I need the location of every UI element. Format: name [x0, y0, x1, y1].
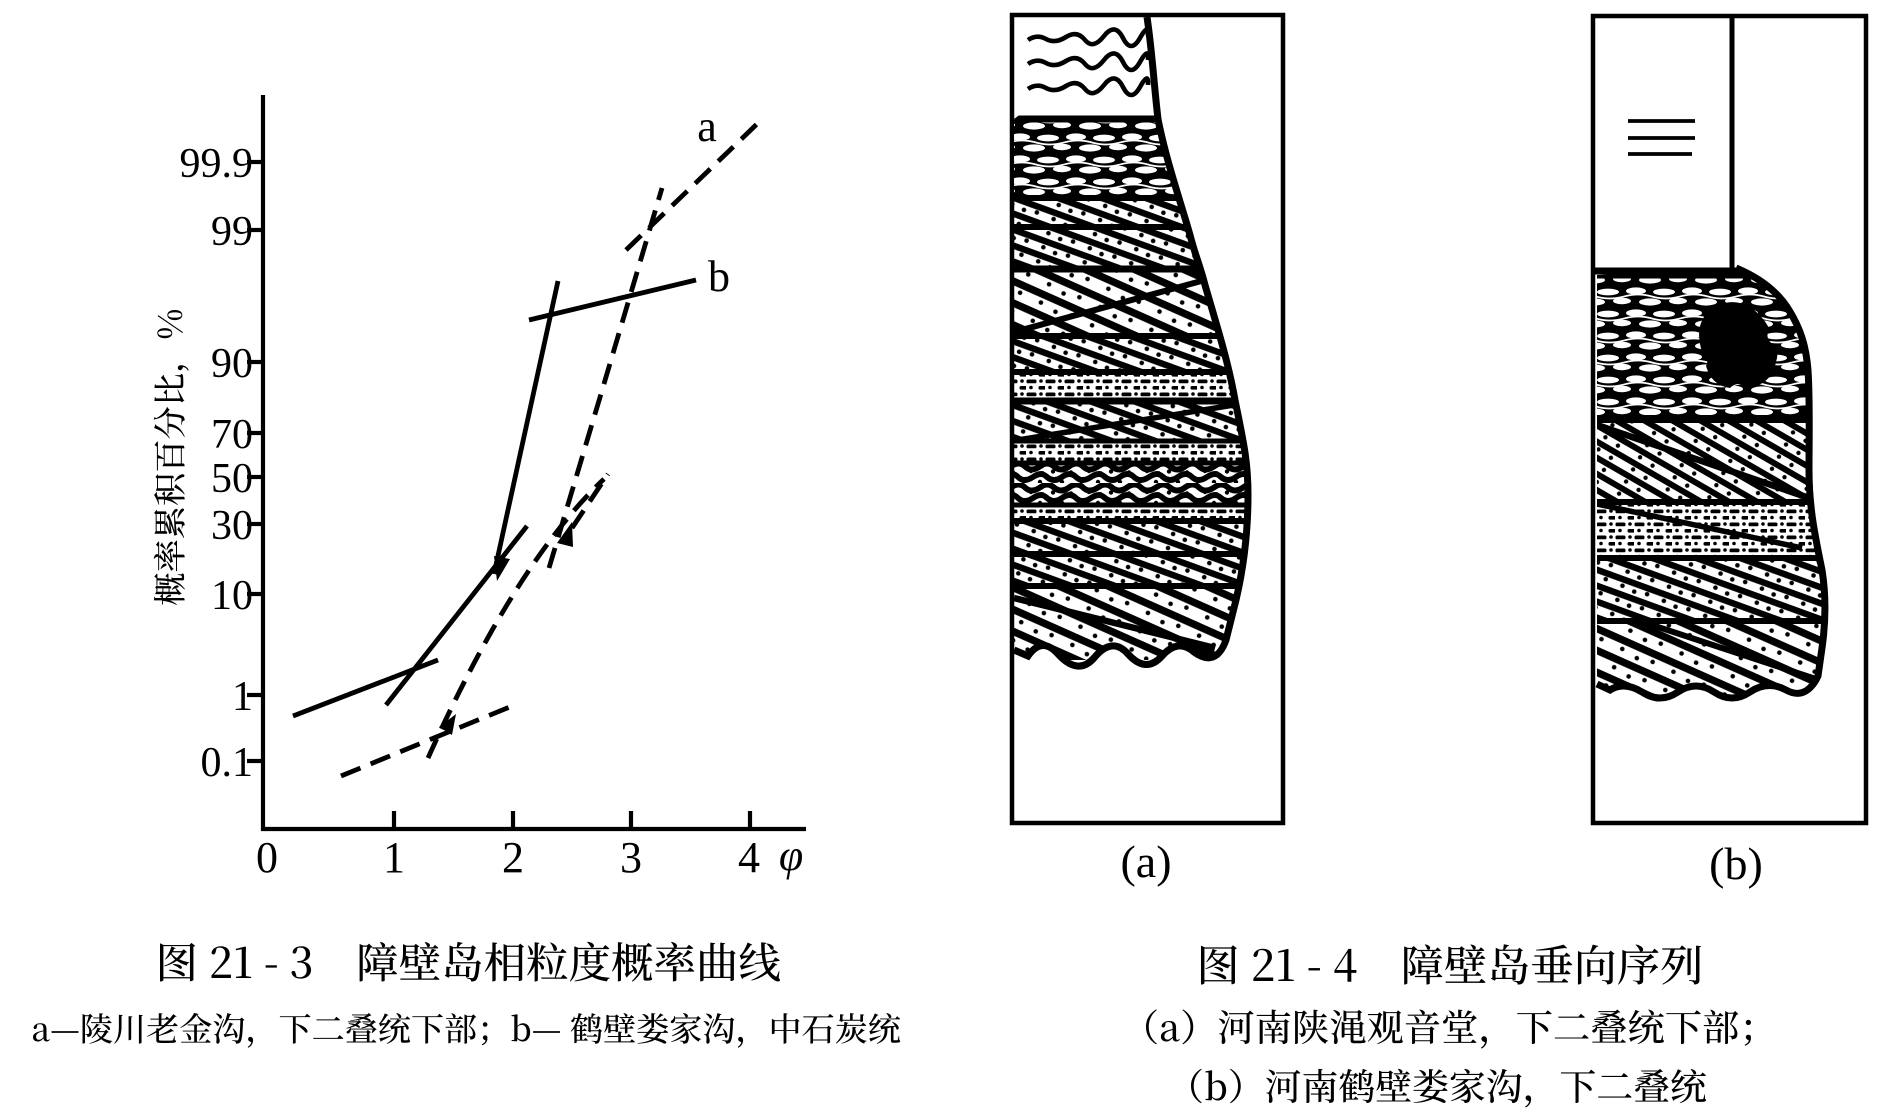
svg-text:a: a — [697, 102, 717, 151]
svg-text:90: 90 — [211, 341, 253, 387]
svg-text:(b): (b) — [1709, 838, 1763, 889]
svg-text:3: 3 — [620, 833, 642, 882]
svg-text:0: 0 — [256, 833, 278, 882]
svg-text:50: 50 — [211, 456, 253, 502]
svg-text:2: 2 — [502, 833, 524, 882]
svg-text:1: 1 — [383, 833, 405, 882]
svg-text:30: 30 — [211, 503, 253, 549]
svg-text:70: 70 — [211, 412, 253, 458]
svg-text:99: 99 — [211, 209, 253, 255]
svg-text:0.1: 0.1 — [201, 740, 254, 786]
svg-text:1: 1 — [232, 674, 253, 720]
svg-text:b: b — [708, 252, 730, 301]
svg-text:10: 10 — [211, 573, 253, 619]
svg-text:(a): (a) — [1120, 836, 1171, 887]
svg-text:4: 4 — [738, 833, 760, 882]
svg-text:99.9: 99.9 — [180, 141, 254, 187]
svg-text:φ: φ — [779, 831, 803, 880]
